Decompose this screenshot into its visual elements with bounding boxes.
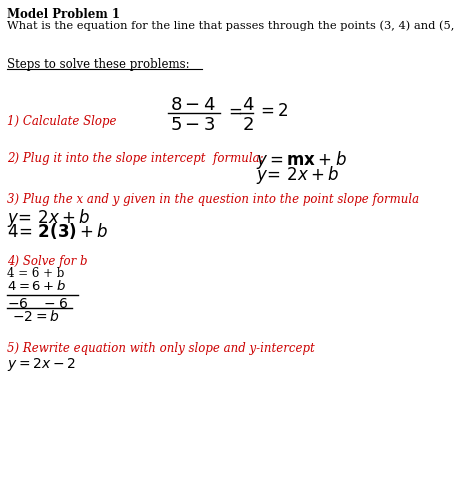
Text: $4$: $4$	[242, 96, 254, 114]
Text: 5) Rewrite equation with only slope and y-intercept: 5) Rewrite equation with only slope and …	[7, 342, 315, 355]
Text: $= 2$: $= 2$	[257, 103, 288, 120]
Text: $-2 = b$: $-2 = b$	[12, 309, 60, 324]
Text: $8-4$: $8-4$	[170, 96, 216, 114]
Text: Steps to solve these problems:: Steps to solve these problems:	[7, 58, 190, 71]
Text: $-6 \quad -6$: $-6 \quad -6$	[7, 297, 68, 311]
Text: 2) Plug it into the slope intercept  formula:: 2) Plug it into the slope intercept form…	[7, 152, 263, 165]
Text: $y\!=\!\ 2x + b$: $y\!=\!\ 2x + b$	[256, 164, 339, 186]
Text: 4) Solve for b: 4) Solve for b	[7, 255, 87, 268]
Text: 4 = 6 + b: 4 = 6 + b	[7, 267, 64, 280]
Text: $4 = 6+b$: $4 = 6+b$	[7, 279, 66, 293]
Text: $y = 2x-2$: $y = 2x-2$	[7, 356, 76, 373]
Text: $2$: $2$	[242, 116, 254, 134]
Text: 3) Plug the x and y given in the question into the point slope formula: 3) Plug the x and y given in the questio…	[7, 193, 419, 206]
Text: $5-3$: $5-3$	[170, 116, 216, 134]
Text: $y\!=\!\ 2x + b$: $y\!=\!\ 2x + b$	[7, 207, 90, 229]
Text: $4\!=\!\ \mathbf{2(3)} + b$: $4\!=\!\ \mathbf{2(3)} + b$	[7, 221, 108, 241]
Text: $y = \mathbf{mx} + b$: $y = \mathbf{mx} + b$	[256, 149, 347, 171]
Text: What is the equation for the line that passes through the points (3, 4) and (5,8: What is the equation for the line that p…	[7, 20, 455, 31]
Text: Model Problem 1: Model Problem 1	[7, 8, 120, 21]
Text: $=$: $=$	[225, 103, 243, 120]
Text: 1) Calculate Slope: 1) Calculate Slope	[7, 115, 116, 128]
